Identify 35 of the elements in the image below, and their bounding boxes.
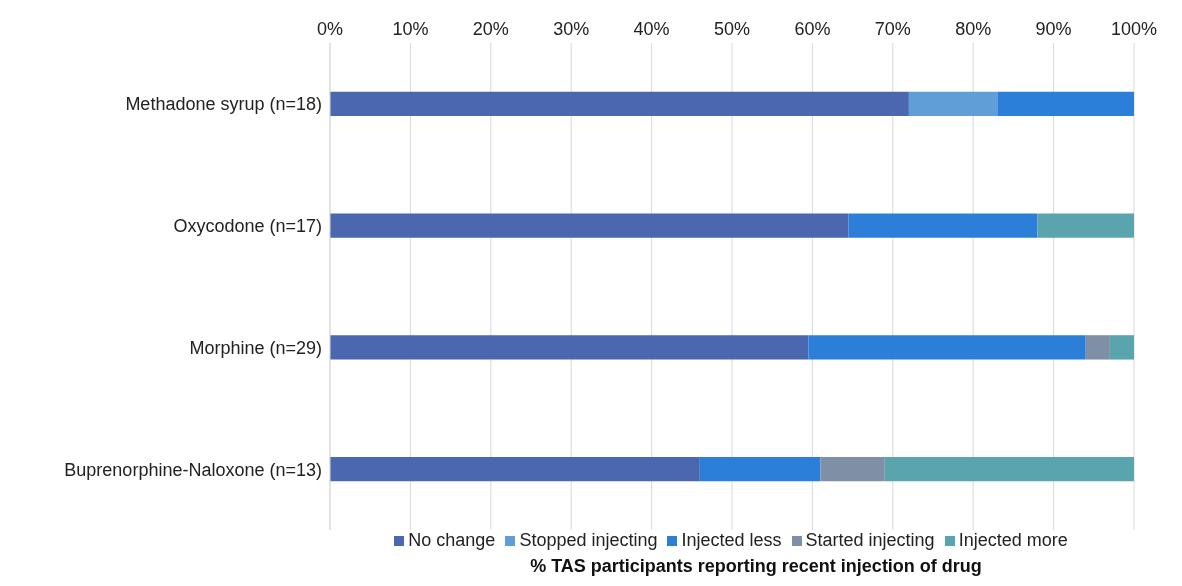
bar	[1085, 335, 1110, 360]
legend-label: Started injecting	[805, 530, 935, 551]
x-tick-label: 40%	[633, 19, 670, 39]
y-tick-label: Oxycodone (n=17)	[173, 216, 322, 237]
x-tick-label: 100%	[1110, 19, 1158, 39]
x-tick-label: 70%	[874, 19, 911, 39]
bar	[330, 91, 909, 117]
bar	[884, 456, 1134, 482]
legend-label: No change	[408, 530, 496, 551]
legend-label: Injected more	[958, 530, 1068, 551]
bar	[699, 456, 821, 482]
x-tick-label: 0%	[316, 19, 344, 39]
bar	[1037, 213, 1134, 238]
bar	[330, 456, 700, 482]
bar	[330, 213, 849, 238]
y-tick-label: Methadone syrup (n=18)	[125, 94, 322, 115]
bar	[808, 335, 1086, 360]
x-tick-label: 90%	[1035, 19, 1072, 39]
bar	[997, 91, 1134, 117]
bar	[820, 456, 885, 482]
legend-label: Injected less	[681, 530, 782, 551]
x-tick-label: 30%	[553, 19, 590, 39]
x-tick-label: 60%	[794, 19, 831, 39]
bar	[908, 91, 998, 117]
x-tick-label: 50%	[713, 19, 751, 39]
bar	[848, 213, 1038, 238]
x-tick-label: 80%	[955, 19, 992, 39]
bar	[330, 335, 809, 360]
legend-label: Stopped injecting	[519, 530, 658, 551]
x-tick-label: 20%	[472, 19, 509, 39]
bar	[1109, 335, 1134, 360]
y-tick-label: Morphine (n=29)	[189, 337, 322, 358]
x-axis-title: % TAS participants reporting recent injection of drug	[529, 556, 983, 577]
x-tick-label: 10%	[392, 19, 429, 39]
y-tick-label: Buprenorphine-Naloxone (n=13)	[64, 459, 322, 480]
